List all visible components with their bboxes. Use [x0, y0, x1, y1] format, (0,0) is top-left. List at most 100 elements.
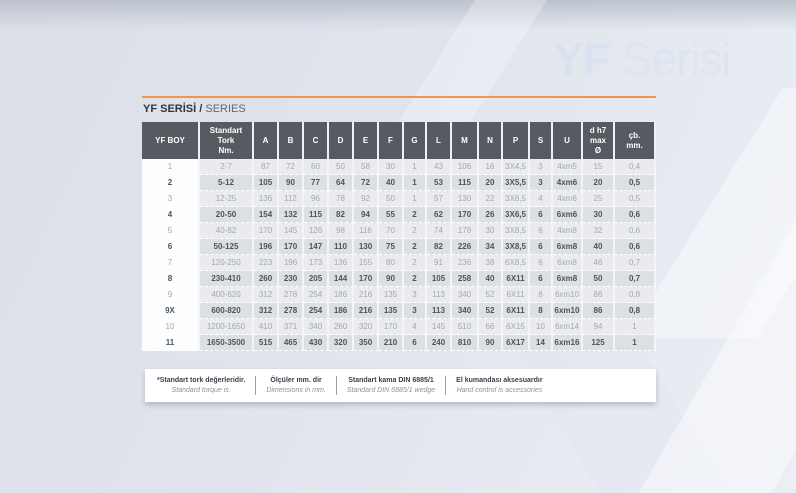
row-label-cell: 3 — [142, 191, 200, 207]
data-cell: 6xm10 — [553, 287, 583, 303]
data-cell: 80 — [379, 255, 404, 271]
data-cell: 170 — [279, 239, 304, 255]
data-cell: 2 — [404, 239, 427, 255]
data-cell: 3X6,5 — [503, 191, 530, 207]
data-cell: 82 — [329, 207, 354, 223]
data-cell: 52 — [479, 303, 503, 319]
data-cell: 1 — [404, 159, 427, 175]
column-header-8: G — [404, 122, 427, 159]
data-cell: 22 — [479, 191, 503, 207]
data-cell: 50-125 — [200, 239, 254, 255]
data-cell: 78 — [329, 191, 354, 207]
table-row: 3 12-25 136 112 96 78 92 50 1 57 130 22 3X6,5 4 4xm6 25… — [142, 191, 656, 207]
data-cell: 26 — [479, 207, 503, 223]
data-cell: 20-50 — [200, 207, 254, 223]
data-cell: 6X17 — [503, 335, 530, 351]
data-cell: 87 — [254, 159, 279, 175]
column-header-0: YF BOY — [142, 122, 200, 159]
table-row: 9X 600-820 312 278 254 186 216 135 3 113 340 52 6X11… — [142, 303, 656, 319]
data-cell: 320 — [354, 319, 379, 335]
data-cell: 120-250 — [200, 255, 254, 271]
data-cell: 136 — [254, 191, 279, 207]
footnote-turkish: *Standart tork değerleridir. — [157, 376, 246, 384]
data-cell: 98 — [329, 223, 354, 239]
data-cell: 6 — [530, 239, 553, 255]
data-cell: 30 — [479, 223, 503, 239]
data-cell: 178 — [452, 223, 479, 239]
data-cell: 6 — [530, 255, 553, 271]
data-cell: 2-7 — [200, 159, 254, 175]
data-cell: 72 — [279, 159, 304, 175]
row-label-cell: 6 — [142, 239, 200, 255]
data-cell: 20 — [583, 175, 615, 191]
data-cell: 86 — [583, 287, 615, 303]
column-header-13: S — [530, 122, 553, 159]
data-cell: 6xm8 — [553, 271, 583, 287]
data-cell: 57 — [427, 191, 452, 207]
data-cell: 186 — [329, 303, 354, 319]
table-row: 6 50-125 196 170 147 110 130 75 2 82 226 34 3X8,5 6 6x… — [142, 239, 656, 255]
data-cell: 1 — [404, 175, 427, 191]
data-cell: 3 — [530, 159, 553, 175]
data-cell: 6xm8 — [553, 239, 583, 255]
data-cell: 12-25 — [200, 191, 254, 207]
column-header-6: E — [354, 122, 379, 159]
data-cell: 82 — [427, 239, 452, 255]
accent-rule — [142, 96, 656, 98]
data-cell: 144 — [329, 271, 354, 287]
data-cell: 145 — [279, 223, 304, 239]
data-cell: 32 — [583, 223, 615, 239]
data-cell: 6xm14 — [553, 319, 583, 335]
data-cell: 30 — [379, 159, 404, 175]
table-row: 9 400-620 312 278 254 186 216 135 3 113 340 52 6X11 8… — [142, 287, 656, 303]
data-cell: 90 — [379, 271, 404, 287]
row-label-cell: 5 — [142, 223, 200, 239]
data-cell: 205 — [304, 271, 329, 287]
data-cell: 6xm6 — [553, 207, 583, 223]
data-cell: 600-820 — [200, 303, 254, 319]
footnote-english: Hand control is accessories — [456, 386, 543, 394]
column-header-16: çb. mm. — [615, 122, 656, 159]
data-cell: 113 — [427, 287, 452, 303]
data-cell: 210 — [379, 335, 404, 351]
row-label-cell: 9X — [142, 303, 200, 319]
data-cell: 46 — [583, 255, 615, 271]
data-cell: 6 — [530, 223, 553, 239]
data-cell: 216 — [354, 287, 379, 303]
data-cell: 2 — [404, 223, 427, 239]
row-label-cell: 9 — [142, 287, 200, 303]
data-cell: 52 — [479, 287, 503, 303]
data-cell: 136 — [329, 255, 354, 271]
data-cell: 113 — [427, 303, 452, 319]
data-cell: 6X11 — [503, 303, 530, 319]
data-cell: 510 — [452, 319, 479, 335]
data-cell: 3 — [404, 287, 427, 303]
data-cell: 90 — [279, 175, 304, 191]
data-cell: 173 — [304, 255, 329, 271]
data-cell: 50 — [583, 271, 615, 287]
data-cell: 278 — [279, 287, 304, 303]
data-cell: 254 — [304, 303, 329, 319]
data-cell: 3 — [404, 303, 427, 319]
data-cell: 40 — [479, 271, 503, 287]
data-cell: 43 — [427, 159, 452, 175]
data-cell: 50 — [379, 191, 404, 207]
footnote-english: Standard DIN 6885/1 wedge — [346, 386, 436, 394]
table-row: 2 5-12 105 90 77 64 72 40 1 53 115 20 3X5,5 3 4xm6 20 0,… — [142, 175, 656, 191]
data-cell: 278 — [279, 303, 304, 319]
data-cell: 254 — [304, 287, 329, 303]
data-cell: 40 — [379, 175, 404, 191]
data-cell: 2 — [404, 255, 427, 271]
data-cell: 130 — [452, 191, 479, 207]
data-cell: 90 — [479, 335, 503, 351]
data-cell: 170 — [379, 319, 404, 335]
row-label-cell: 11 — [142, 335, 200, 351]
data-cell: 312 — [254, 303, 279, 319]
column-header-9: L — [427, 122, 452, 159]
data-cell: 6X11 — [503, 271, 530, 287]
footnote-0: *Standart tork değerleridir. Standard tor… — [147, 376, 255, 396]
data-cell: 130 — [354, 239, 379, 255]
data-cell: 34 — [479, 239, 503, 255]
data-cell: 170 — [452, 207, 479, 223]
